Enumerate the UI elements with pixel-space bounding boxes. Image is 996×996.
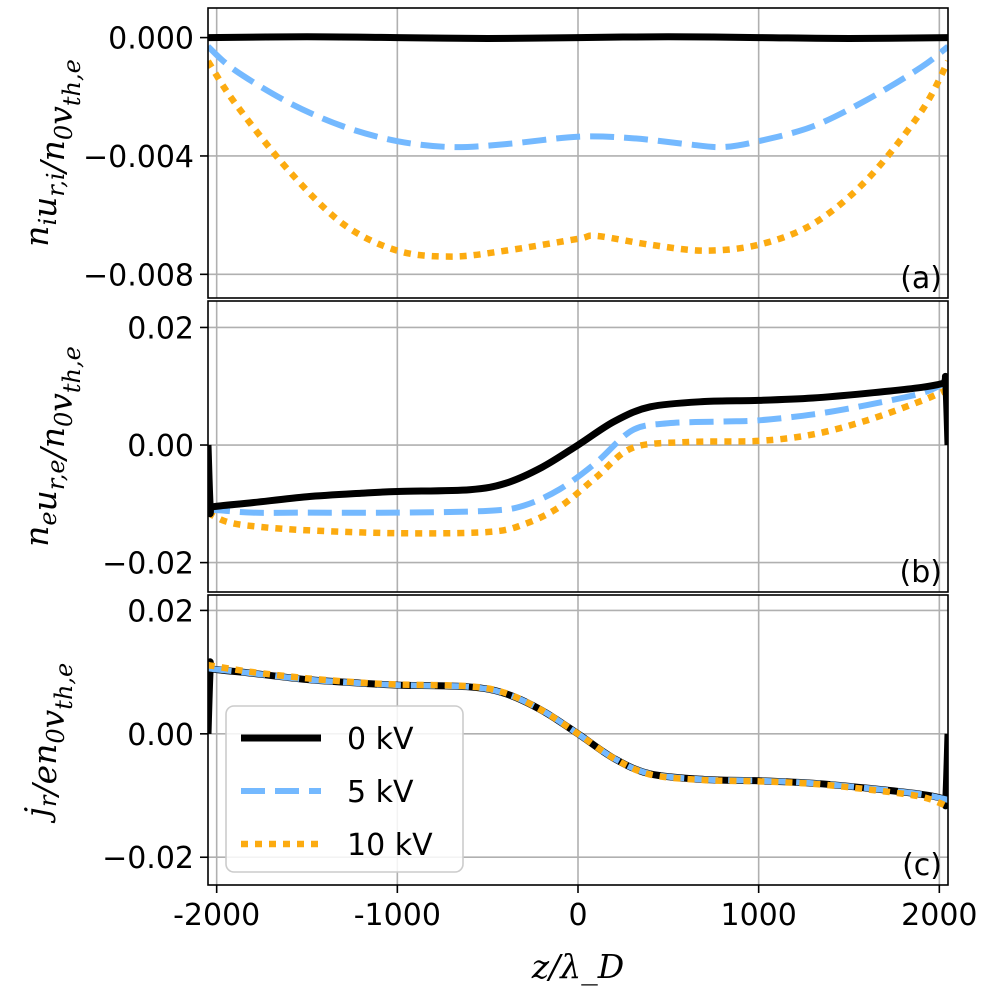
y-axis-label: neur,e/n0vth,e bbox=[17, 346, 86, 547]
legend-label: 5 kV bbox=[347, 775, 414, 810]
y-tick-label: −0.02 bbox=[102, 547, 194, 582]
series-group bbox=[208, 372, 948, 537]
y-tick-label: −0.02 bbox=[102, 841, 194, 876]
x-tick-label: 0 bbox=[568, 898, 587, 933]
series-group bbox=[208, 33, 948, 260]
x-axis-label: z/λ_D bbox=[531, 947, 624, 987]
series-line-5-kv bbox=[208, 44, 948, 151]
x-tick-label: -1000 bbox=[354, 898, 441, 933]
series-line-10-kv bbox=[208, 661, 948, 810]
legend-label: 0 kV bbox=[347, 722, 414, 757]
panels: 0.000−0.004−0.008 (a)niur,i/n0vth,e0.020.… bbox=[17, 7, 978, 933]
panel-a: 0.000 −0.004 −0.008 (a) niur,i/n0vth,e bbox=[17, 7, 949, 299]
panel-label: (c) bbox=[902, 848, 942, 883]
y-tick-label: −0.008 bbox=[83, 258, 194, 293]
y-tick-label: 0.000 bbox=[108, 22, 194, 57]
series-line-0-kv bbox=[208, 372, 948, 518]
panel-label: (a) bbox=[900, 261, 942, 296]
panel-b: 0.02 0.00 −0.02 (b) neur,e/n0vth,e bbox=[17, 300, 949, 593]
panel-c: 0.02 0.00 −0.02 (c) jr/en0vth,e bbox=[17, 594, 949, 886]
panel-frame bbox=[207, 7, 949, 299]
legend-label: 10 kV bbox=[347, 828, 433, 863]
y-tick-label: 0.00 bbox=[127, 429, 194, 464]
series-line-5-kv bbox=[208, 379, 948, 516]
y-tick-label: 0.02 bbox=[127, 594, 194, 629]
series-group bbox=[208, 658, 948, 810]
y-tick-label: −0.004 bbox=[83, 140, 194, 175]
y-axis-label: jr/en0vth,e bbox=[17, 663, 78, 825]
legend: 0 kV 5 kV 10 kV bbox=[225, 705, 464, 873]
y-tick-label: 0.00 bbox=[127, 718, 194, 753]
x-tick-label: 1000 bbox=[720, 898, 796, 933]
y-axis-label: niur,i/n0vth,e bbox=[17, 59, 86, 247]
x-tick-label: -2000 bbox=[173, 898, 260, 933]
y-tick-label: 0.02 bbox=[127, 311, 194, 346]
series-line-10-kv bbox=[208, 386, 948, 537]
x-tick-label: 2000 bbox=[901, 898, 977, 933]
legend-box bbox=[225, 705, 464, 873]
series-line-10-kv bbox=[208, 59, 948, 260]
panel-frame bbox=[207, 300, 949, 593]
series-line-0-kv bbox=[208, 33, 948, 42]
panel-label: (b) bbox=[900, 555, 942, 590]
